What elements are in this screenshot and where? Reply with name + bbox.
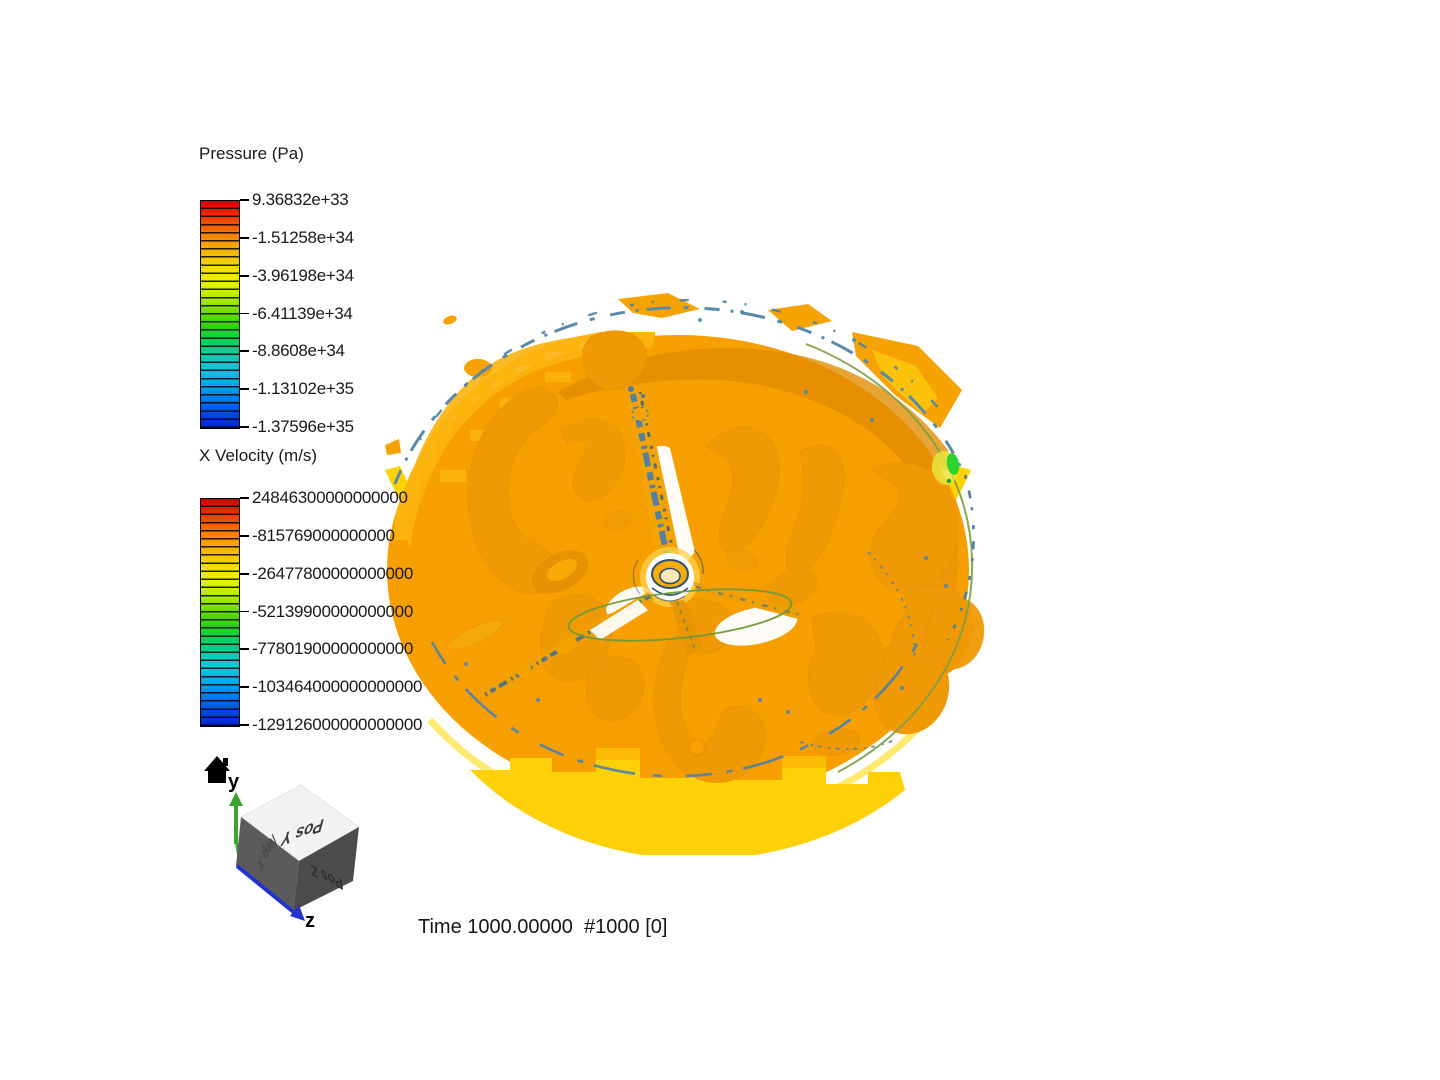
tick-label: -1.37596e+35: [252, 417, 354, 436]
colorbar-tick: -52139900000000000: [240, 602, 413, 622]
legend-x-velocity[interactable]: X Velocity (m/s) 24846300000000000 -81576…: [199, 446, 469, 746]
y-axis-label: y: [228, 771, 240, 793]
colorbar-tick: -26477800000000000: [240, 564, 413, 584]
velocity-spot-green: [931, 451, 960, 485]
colorbar-tick: 24846300000000000: [240, 488, 408, 508]
legend-title: Pressure (Pa): [199, 144, 304, 163]
z-axis-label: z: [305, 910, 315, 932]
pressure-colorbar-ticks: 9.36832e+33 -1.51258e+34 -3.96198e+34 -6.41…: [240, 190, 460, 436]
domain-boundary-speckles-blue: [393, 298, 975, 778]
tick-label: -129126000000000000: [252, 715, 423, 734]
tick-line: [240, 312, 249, 315]
tick-label: -1.51258e+34: [252, 227, 354, 247]
z-axis-arrow[interactable]: [235, 864, 305, 921]
tick-line: [240, 236, 249, 239]
impeller-shaft: [626, 386, 680, 566]
cube-face-left[interactable]: [236, 817, 299, 911]
colorbar-tick: -3.96198e+34: [240, 266, 354, 286]
tick-line: [240, 388, 249, 391]
tick-line: [240, 426, 249, 428]
tick-label: -52139900000000000: [252, 601, 413, 621]
colorbar-tick: -815769000000000: [240, 526, 395, 546]
tick-line: [240, 648, 249, 651]
tick-line: [240, 572, 249, 575]
tick-line: [240, 686, 249, 689]
legend-pressure[interactable]: Pressure (Pa) 9.36832e+33 -1.51258e+34 -3.…: [199, 144, 469, 444]
colorbar-tick: -8.8608e+34: [240, 341, 345, 361]
time-annotation: Time 1000.00000 #1000 [0]: [418, 916, 668, 938]
cube-face-right[interactable]: [293, 827, 359, 911]
impeller-blades: [480, 582, 804, 700]
colorbar-tick: -1.13102e+35: [240, 379, 354, 399]
tick-label: 9.36832e+33: [252, 190, 349, 209]
colorbar-tick: 9.36832e+33: [240, 190, 349, 210]
scene-3d: [385, 293, 985, 855]
tick-line: [240, 350, 249, 353]
tick-label: -3.96198e+34: [252, 265, 354, 285]
tick-label: -815769000000000: [252, 525, 395, 545]
pressure-colorbar-gradient: [200, 200, 240, 429]
camera-home-icon[interactable]: [204, 756, 230, 783]
tick-label: -77801900000000000: [252, 639, 413, 659]
tick-label: -103464000000000000: [252, 677, 423, 697]
tick-label: 24846300000000000: [252, 488, 408, 507]
orientation-widget[interactable]: y Pos Y Neg X Pos Z z: [190, 748, 375, 933]
colorbar-tick: -1.37596e+35: [240, 417, 354, 437]
tick-line: [240, 724, 249, 726]
legend-title: X Velocity (m/s): [199, 446, 318, 465]
orientation-cube[interactable]: Pos Y Neg X Pos Z: [236, 784, 360, 911]
colorbar-tick: -1.51258e+34: [240, 228, 354, 248]
colorbar-tick: -103464000000000000: [240, 677, 422, 697]
tick-line: [240, 497, 249, 499]
tick-line: [240, 534, 249, 537]
colorbar-tick: -129126000000000000: [240, 715, 422, 735]
tick-label: -1.13102e+35: [252, 379, 354, 399]
velocity-colorbar-ticks: 24846300000000000 -815769000000000 -264778…: [240, 488, 460, 734]
colorbar-tick: -77801900000000000: [240, 639, 413, 659]
tick-label: -8.8608e+34: [252, 341, 345, 361]
tick-label: -26477800000000000: [252, 563, 413, 583]
tick-line: [240, 610, 249, 613]
tick-label: -6.41139e+34: [252, 303, 353, 323]
vortex-isosurfaces: [447, 330, 985, 784]
colorbar-tick: -6.41139e+34: [240, 304, 353, 324]
tick-line: [240, 199, 249, 201]
tick-line: [240, 274, 249, 277]
velocity-colorbar-gradient: [200, 498, 240, 727]
